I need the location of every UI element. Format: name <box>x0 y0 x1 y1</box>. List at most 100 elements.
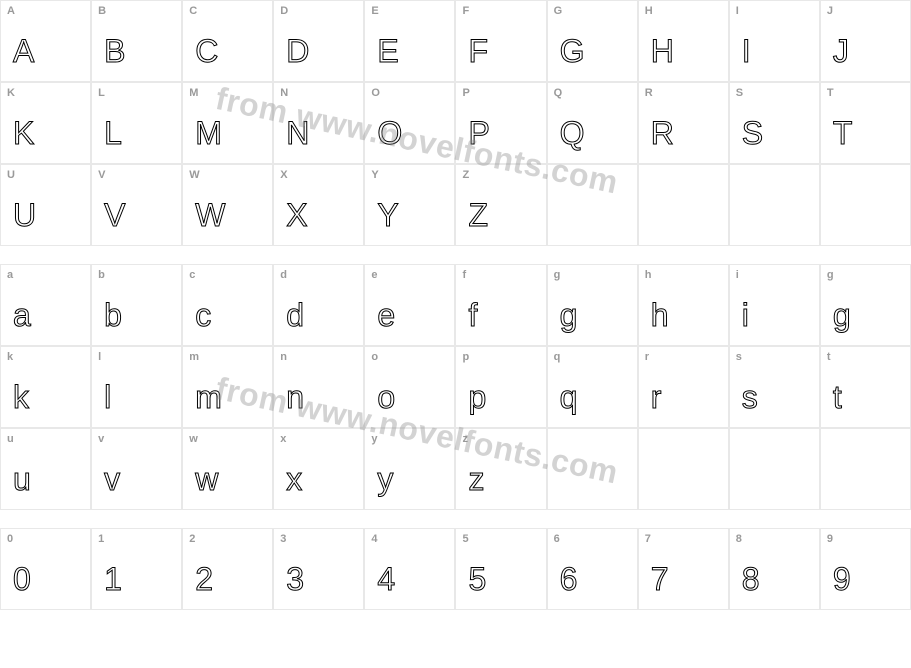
charmap-cell[interactable]: RR <box>638 82 729 164</box>
charmap-glyph: 6 <box>560 561 579 598</box>
charmap-cell[interactable]: DD <box>273 0 364 82</box>
charmap-cell[interactable]: ww <box>182 428 273 510</box>
charmap-cell[interactable]: cc <box>182 264 273 346</box>
charmap-glyph: z <box>468 461 485 498</box>
charmap-cell[interactable]: gg <box>820 264 911 346</box>
charmap-cell[interactable]: ZZ <box>455 164 546 246</box>
charmap-key-label: 2 <box>189 533 195 545</box>
charmap-key-label: c <box>189 269 195 281</box>
charmap-key-label: 6 <box>554 533 560 545</box>
charmap-cell[interactable]: aa <box>0 264 91 346</box>
charmap-glyph: U <box>13 197 37 234</box>
charmap-group-uppercase: AABBCCDDEEFFGGHHIIJJKKLLMMNNOOPPQQRRSSTT… <box>0 0 911 246</box>
charmap-cell[interactable]: HH <box>638 0 729 82</box>
charmap-glyph: q <box>560 379 579 416</box>
charmap-cell[interactable]: KK <box>0 82 91 164</box>
charmap-cell[interactable]: uu <box>0 428 91 510</box>
charmap-cell[interactable]: bb <box>91 264 182 346</box>
charmap-cell[interactable]: XX <box>273 164 364 246</box>
charmap-cell[interactable]: dd <box>273 264 364 346</box>
charmap-cell[interactable]: 33 <box>273 528 364 610</box>
charmap-glyph: o <box>377 379 396 416</box>
charmap-cell[interactable]: QQ <box>547 82 638 164</box>
charmap-cell-empty <box>638 164 729 246</box>
charmap-key-label: u <box>7 433 14 445</box>
charmap-cell[interactable]: qq <box>547 346 638 428</box>
charmap-key-label: s <box>736 351 742 363</box>
charmap-cell[interactable]: FF <box>455 0 546 82</box>
charmap-cell[interactable]: LL <box>91 82 182 164</box>
charmap-cell[interactable]: JJ <box>820 0 911 82</box>
charmap-glyph: t <box>833 379 843 416</box>
charmap-cell[interactable]: 66 <box>547 528 638 610</box>
charmap-cell[interactable]: 00 <box>0 528 91 610</box>
charmap-glyph: C <box>195 33 219 70</box>
charmap-cell[interactable]: ee <box>364 264 455 346</box>
charmap-cell[interactable]: vv <box>91 428 182 510</box>
charmap-cell[interactable]: yy <box>364 428 455 510</box>
charmap-cell[interactable]: 44 <box>364 528 455 610</box>
charmap-cell-empty <box>638 428 729 510</box>
charmap-cell[interactable]: ll <box>91 346 182 428</box>
charmap-key-label: g <box>554 269 561 281</box>
charmap-cell[interactable]: ss <box>729 346 820 428</box>
charmap-cell[interactable]: UU <box>0 164 91 246</box>
charmap-cell[interactable]: 11 <box>91 528 182 610</box>
charmap-cell[interactable]: zz <box>455 428 546 510</box>
charmap-cell[interactable]: SS <box>729 82 820 164</box>
charmap-glyph: x <box>286 461 303 498</box>
charmap-cell[interactable]: tt <box>820 346 911 428</box>
charmap-cell[interactable]: nn <box>273 346 364 428</box>
charmap-cell[interactable]: 88 <box>729 528 820 610</box>
charmap-key-label: W <box>189 169 199 181</box>
charmap-glyph: 9 <box>833 561 852 598</box>
charmap-cell[interactable]: 22 <box>182 528 273 610</box>
charmap-cell[interactable]: MM <box>182 82 273 164</box>
charmap-key-label: C <box>189 5 197 17</box>
charmap-cell[interactable]: BB <box>91 0 182 82</box>
charmap-cell[interactable]: YY <box>364 164 455 246</box>
charmap-key-label: M <box>189 87 198 99</box>
charmap-cell[interactable]: 55 <box>455 528 546 610</box>
charmap-glyph: v <box>104 461 121 498</box>
charmap-cell[interactable]: 99 <box>820 528 911 610</box>
charmap-cell[interactable]: PP <box>455 82 546 164</box>
charmap-cell[interactable]: II <box>729 0 820 82</box>
charmap-key-label: 5 <box>462 533 468 545</box>
charmap-cell[interactable]: ii <box>729 264 820 346</box>
charmap-cell[interactable]: oo <box>364 346 455 428</box>
charmap-cell[interactable]: OO <box>364 82 455 164</box>
charmap-glyph: I <box>742 33 752 70</box>
charmap-cell[interactable]: 77 <box>638 528 729 610</box>
charmap-cell[interactable]: mm <box>182 346 273 428</box>
charmap-glyph: K <box>13 115 35 152</box>
charmap-glyph: l <box>104 379 112 416</box>
charmap-cell[interactable]: NN <box>273 82 364 164</box>
charmap-cell[interactable]: gg <box>547 264 638 346</box>
charmap-cell[interactable]: CC <box>182 0 273 82</box>
charmap-cell[interactable]: rr <box>638 346 729 428</box>
charmap-key-label: 1 <box>98 533 104 545</box>
charmap-cell[interactable]: WW <box>182 164 273 246</box>
charmap-key-label: O <box>371 87 380 99</box>
charmap-key-label: f <box>462 269 466 281</box>
charmap-cell[interactable]: TT <box>820 82 911 164</box>
charmap-key-label: g <box>827 269 834 281</box>
charmap-glyph: i <box>742 297 750 334</box>
charmap-cell[interactable]: hh <box>638 264 729 346</box>
charmap-cell[interactable]: xx <box>273 428 364 510</box>
charmap-cell[interactable]: ff <box>455 264 546 346</box>
charmap-cell[interactable]: pp <box>455 346 546 428</box>
charmap-glyph: g <box>833 297 852 334</box>
charmap-cell[interactable]: kk <box>0 346 91 428</box>
charmap-glyph: p <box>468 379 487 416</box>
charmap-cell[interactable]: AA <box>0 0 91 82</box>
charmap-cell[interactable]: VV <box>91 164 182 246</box>
charmap-cell[interactable]: GG <box>547 0 638 82</box>
charmap-cell[interactable]: EE <box>364 0 455 82</box>
charmap-key-label: T <box>827 87 834 99</box>
charmap-glyph: m <box>195 379 223 416</box>
charmap-glyph: J <box>833 33 850 70</box>
charmap-key-label: U <box>7 169 15 181</box>
charmap-key-label: m <box>189 351 199 363</box>
